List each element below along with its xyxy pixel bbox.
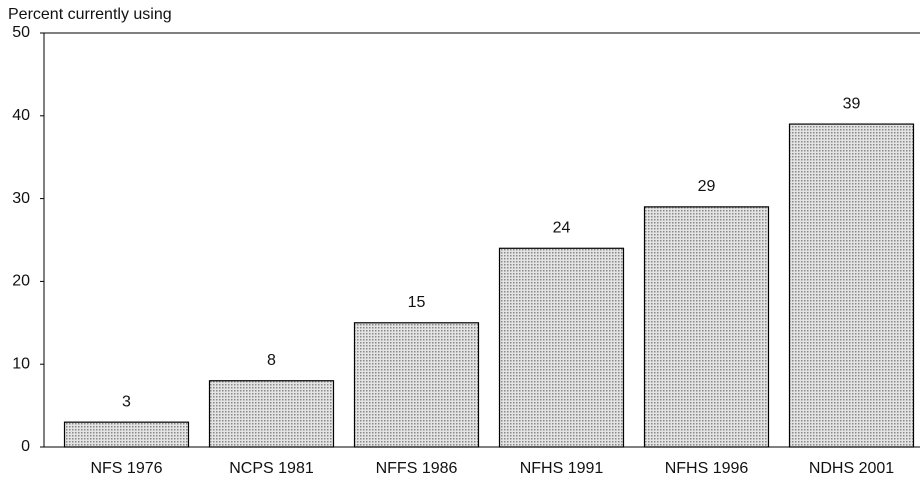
bar: [63, 421, 190, 448]
data-label: 15: [408, 294, 426, 311]
data-label: 29: [698, 178, 716, 195]
bar: [788, 123, 915, 448]
bar: [498, 247, 625, 448]
data-label: 8: [267, 352, 276, 369]
data-label: 39: [843, 95, 861, 112]
y-tick-label: 50: [12, 24, 30, 41]
y-tick-label: 10: [12, 355, 30, 372]
bar: [208, 380, 335, 448]
bar: [353, 322, 480, 448]
data-label: 24: [553, 219, 571, 236]
x-tick-label: NFHS 1996: [665, 460, 749, 477]
x-tick-label: NFFS 1986: [376, 460, 458, 477]
bar: [643, 206, 770, 448]
x-tick-label: NFS 1976: [90, 460, 162, 477]
data-label: 3: [122, 393, 131, 410]
y-axis-label: Percent currently using: [8, 6, 172, 23]
x-tick-label: NCPS 1981: [229, 460, 314, 477]
y-tick-label: 40: [12, 107, 30, 124]
x-tick-label: NDHS 2001: [809, 460, 894, 477]
y-tick-label: 30: [12, 190, 30, 207]
y-tick-label: 0: [21, 438, 30, 455]
y-tick-label: 20: [12, 273, 30, 290]
x-tick-label: NFHS 1991: [520, 460, 604, 477]
